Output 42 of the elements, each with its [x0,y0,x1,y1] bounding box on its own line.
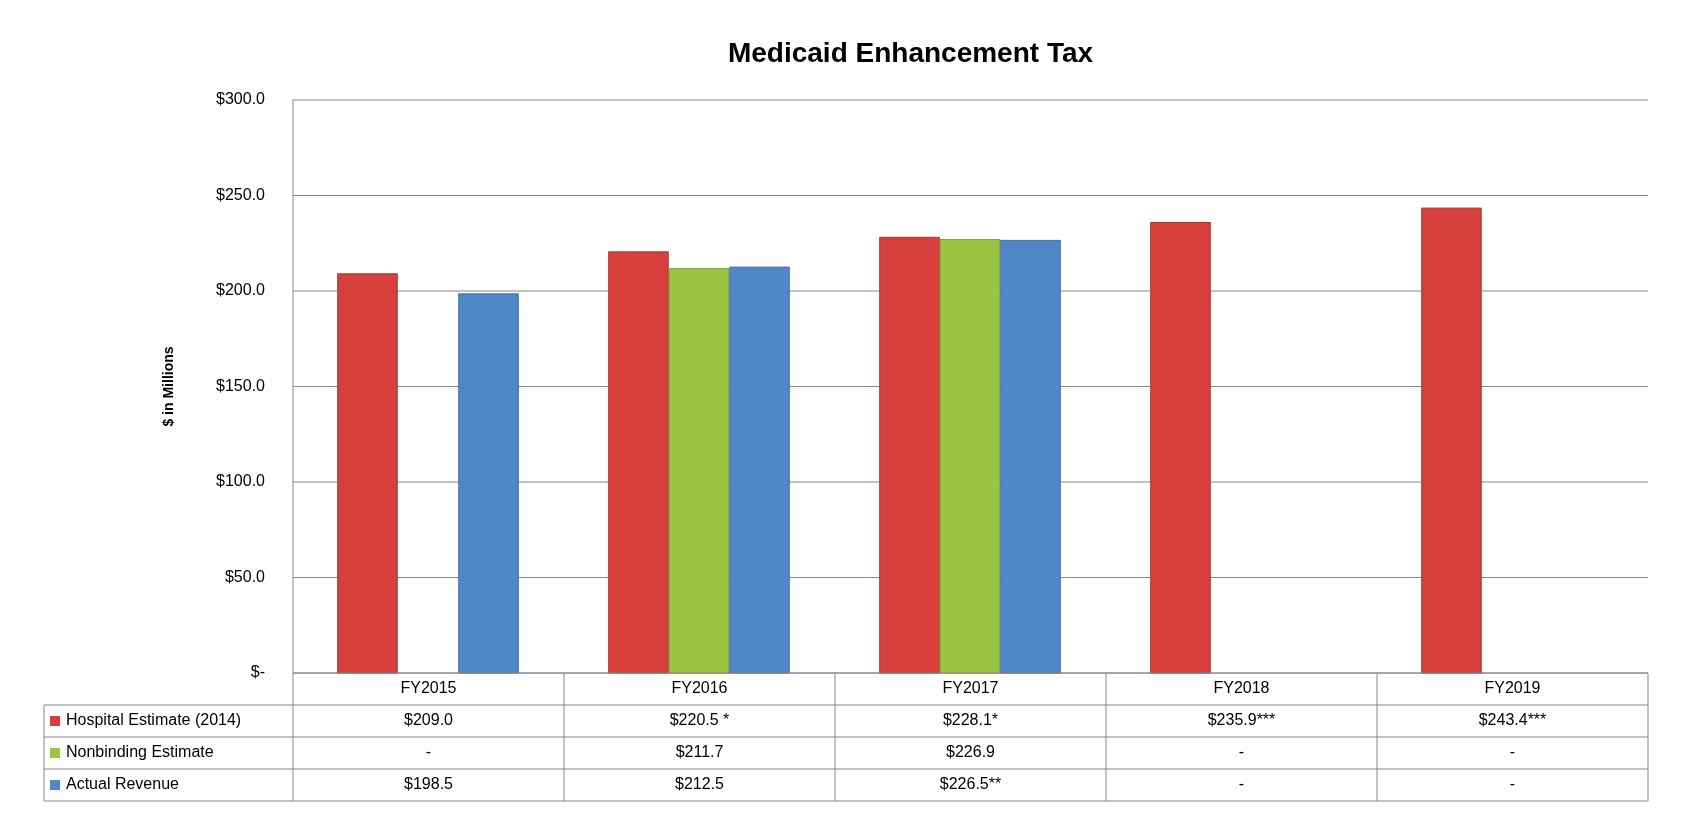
y-tick-label: $150.0 [216,376,266,394]
y-tick-label: $50.0 [224,567,266,585]
data-label: $226.9 [946,743,996,761]
chart-title: Medicaid Enhancement Tax [727,37,1094,68]
data-label: $198.5 [404,775,454,793]
y-tick-label: $300.0 [216,90,266,108]
data-label: $235.9*** [1207,711,1276,729]
text: - [1509,775,1516,793]
y-tick-label: $100.0 [216,472,266,490]
x-tick-label: FY2017 [942,679,999,697]
bar [1000,239,1061,674]
bar [729,266,790,674]
bar [1421,207,1482,674]
data-label: $226.5** [939,775,1002,793]
text: - [1509,743,1516,761]
text: - [1238,743,1245,761]
bar [458,293,519,674]
legend-label: Hospital Estimate (2014) [66,711,242,729]
data-label: $228.1* [942,711,999,729]
bar [879,236,940,674]
data-label: $212.5 [675,775,725,793]
text: - [1238,775,1245,793]
y-axis-title: $ in Millions [160,346,176,427]
y-tick-label: $- [250,663,265,681]
bar [1150,221,1211,674]
bar [668,268,730,674]
bar [608,251,669,674]
data-label: $220.5 * [669,711,730,729]
bar [939,239,1001,674]
legend-label: Actual Revenue [66,775,180,793]
legend-label: Nonbinding Estimate [66,743,214,761]
data-label: $211.7 [675,743,724,761]
data-label: $243.4*** [1478,711,1547,729]
y-tick-label: $200.0 [216,281,266,299]
data-label: $209.0 [404,711,454,729]
y-tick-label: $250.0 [216,185,266,203]
x-tick-label: FY2016 [671,679,728,697]
x-tick-label: FY2015 [400,679,457,697]
bar [337,273,398,674]
x-tick-label: FY2018 [1213,679,1270,697]
x-tick-label: FY2019 [1484,679,1541,697]
text: - [425,743,432,761]
